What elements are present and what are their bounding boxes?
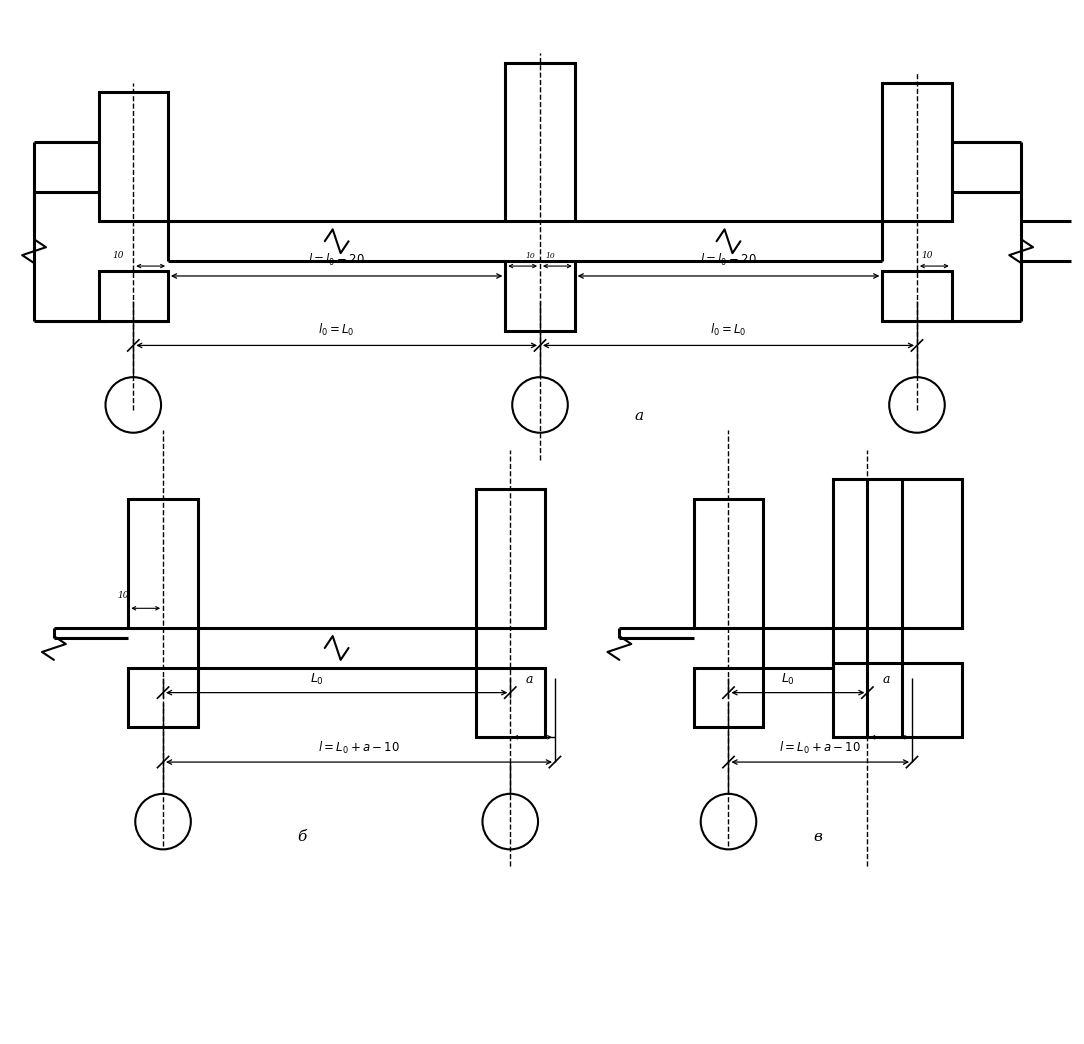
Text: $l = L_0 + a - 10$: $l = L_0 + a - 10$: [318, 740, 400, 756]
Text: б: б: [297, 830, 307, 845]
Bar: [833, 479, 962, 628]
Bar: [882, 271, 952, 321]
Text: $L_0$: $L_0$: [310, 671, 324, 687]
Text: 10: 10: [921, 252, 932, 260]
Text: $l_0 = L_0$: $l_0 = L_0$: [319, 322, 354, 337]
Bar: [882, 82, 952, 221]
Bar: [505, 63, 575, 221]
Bar: [833, 663, 962, 737]
Bar: [694, 668, 763, 728]
Text: а: а: [634, 409, 644, 423]
Text: $L_0$: $L_0$: [782, 671, 795, 687]
Text: $l = l_0 - 20$: $l = l_0 - 20$: [308, 252, 365, 268]
Bar: [476, 668, 545, 737]
Text: в: в: [813, 830, 823, 845]
Text: a: a: [525, 672, 532, 686]
Text: 10: 10: [118, 591, 129, 600]
Bar: [99, 93, 168, 221]
Bar: [505, 261, 575, 331]
Text: $l = L_0 + a - 10$: $l = L_0 + a - 10$: [779, 740, 862, 756]
Text: 10: 10: [526, 252, 535, 260]
Text: $l_0 = L_0$: $l_0 = L_0$: [710, 322, 747, 337]
Text: a: a: [882, 672, 890, 686]
Text: 10: 10: [113, 252, 125, 260]
Bar: [694, 499, 763, 628]
Bar: [476, 490, 545, 628]
Bar: [128, 668, 197, 728]
Text: $l = l_0 - 20$: $l = l_0 - 20$: [700, 252, 757, 268]
Text: 10: 10: [545, 252, 555, 260]
Bar: [128, 499, 197, 628]
Bar: [99, 271, 168, 321]
